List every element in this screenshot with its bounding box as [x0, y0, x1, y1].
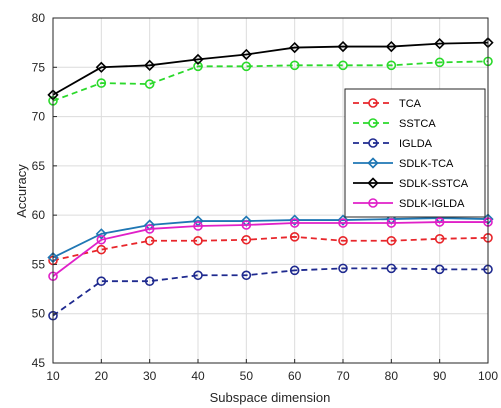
data-point-iglda — [289, 265, 300, 276]
data-point-iglda — [434, 264, 445, 275]
legend-marker — [368, 118, 378, 128]
data-point-tca — [193, 235, 203, 246]
legend-label: TCA — [399, 98, 422, 110]
legend-label: IGLDA — [399, 138, 433, 150]
x-tick-label: 30 — [143, 369, 157, 383]
x-tick-label: 10 — [46, 369, 60, 383]
x-tick-label: 90 — [433, 369, 447, 383]
y-tick-label: 45 — [32, 356, 46, 370]
legend-item-sdlk-iglda: SDLK-IGLDA — [353, 198, 465, 210]
x-tick-label: 60 — [288, 369, 302, 383]
y-tick-label: 75 — [32, 60, 46, 74]
series-line-sdlk-tca — [52, 217, 489, 259]
legend-box — [344, 88, 486, 218]
data-point-tca — [338, 235, 348, 246]
x-tick-label: 80 — [385, 369, 399, 383]
series-line-sdlk-iglda — [52, 221, 488, 277]
data-point-sstca — [241, 61, 252, 72]
data-point-sdlk-tca — [337, 214, 349, 226]
data-point-sdlk-sstca — [95, 61, 107, 73]
data-point-sdlk-iglda — [289, 218, 300, 228]
legend-marker — [368, 138, 378, 148]
data-point-sstca — [193, 61, 203, 72]
data-point-iglda — [144, 276, 155, 286]
y-tick-label: 65 — [32, 159, 46, 173]
legend: TCA SSTCA IGLDA SDLK-TCA SDLK-SSTCA SDLK-IGLD… — [344, 88, 486, 218]
data-point-sstca — [289, 60, 300, 71]
data-point-tca — [241, 234, 252, 245]
data-point-tca — [386, 235, 397, 246]
data-point-sdlk-sstca — [192, 53, 204, 66]
y-tick-label: 55 — [32, 257, 46, 271]
plot-frame — [52, 17, 489, 364]
data-point-sdlk-tca — [289, 214, 301, 226]
legend-item-sdlk-tca: SDLK-TCA — [353, 157, 454, 170]
data-point-sdlk-iglda — [434, 217, 445, 227]
data-point-sstca — [96, 78, 107, 88]
x-tick-label: 50 — [240, 369, 254, 383]
legend-label: SSTCA — [399, 118, 436, 130]
legend-label: SDLK-SSTCA — [399, 178, 469, 190]
data-point-iglda — [96, 276, 107, 286]
data-point-sstca — [338, 60, 348, 71]
data-point-iglda — [338, 263, 348, 274]
x-tick-label: 70 — [336, 369, 350, 383]
series-sdlk-sstca — [47, 37, 494, 101]
legend-item-iglda: IGLDA — [353, 138, 433, 150]
data-point-sstca — [144, 79, 155, 89]
data-point-iglda — [241, 270, 252, 281]
data-point-sdlk-iglda — [386, 218, 397, 228]
legend-item-sdlk-sstca: SDLK-SSTCA — [353, 177, 469, 190]
data-point-sdlk-iglda — [96, 234, 107, 245]
series-line-sstca — [52, 60, 489, 102]
legend-marker — [368, 98, 378, 108]
series-line-iglda — [52, 267, 488, 317]
y-axis-label: Accuracy — [14, 164, 29, 218]
x-axis-label: Subspace dimension — [210, 390, 331, 405]
data-point-sdlk-sstca — [240, 48, 252, 61]
data-point-sdlk-iglda — [144, 224, 155, 234]
legend-label: SDLK-IGLDA — [399, 198, 465, 210]
data-point-iglda — [386, 263, 397, 274]
data-point-sstca — [434, 57, 445, 68]
data-point-tca — [144, 235, 155, 246]
x-tick-label: 100 — [478, 369, 498, 383]
data-point-sdlk-sstca — [385, 40, 397, 53]
series-sstca — [48, 56, 493, 106]
y-tick-label: 60 — [32, 208, 46, 222]
axis-ticks: 10 20 30 40 50 60 70 80 90 100 45 50 55 60 65 70 75 80 — [32, 11, 499, 383]
data-point-sdlk-sstca — [289, 41, 301, 54]
data-point-sdlk-sstca — [337, 40, 349, 53]
x-tick-label: 20 — [95, 369, 109, 383]
y-tick-label: 70 — [32, 110, 46, 124]
legend-label: SDLK-TCA — [399, 158, 454, 170]
data-point-tca — [289, 232, 300, 242]
legend-marker — [367, 157, 379, 169]
data-point-sdlk-iglda — [193, 221, 203, 231]
data-point-sdlk-iglda — [241, 220, 252, 230]
data-point-tca — [434, 234, 445, 244]
series-sdlk-iglda — [48, 217, 493, 282]
legend-item-sstca: SSTCA — [353, 118, 436, 130]
y-tick-label: 50 — [32, 307, 46, 321]
data-point-sdlk-sstca — [144, 59, 156, 71]
series-line-sdlk-sstca — [52, 41, 489, 96]
data-point-sdlk-iglda — [338, 218, 348, 228]
legend-marker — [368, 198, 378, 208]
y-tick-label: 80 — [32, 11, 46, 25]
data-point-sdlk-tca — [95, 228, 107, 240]
data-point-sdlk-sstca — [434, 37, 446, 50]
data-point-sstca — [386, 60, 397, 71]
legend-marker — [367, 177, 379, 189]
data-point-tca — [96, 244, 107, 255]
legend-item-tca: TCA — [353, 98, 422, 110]
data-point-iglda — [193, 270, 203, 281]
x-tick-label: 40 — [191, 369, 205, 383]
series-line-tca — [52, 235, 489, 262]
